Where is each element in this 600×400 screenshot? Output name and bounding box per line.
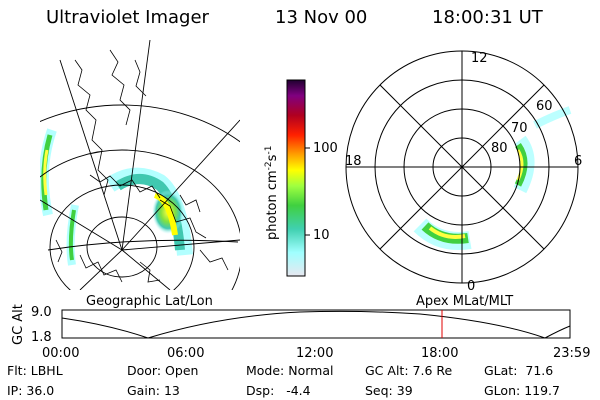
colorbar-tick-100: 100 xyxy=(313,141,338,156)
ip-field: IP: 36.0 xyxy=(7,383,55,398)
colorbar-tick-10: 10 xyxy=(313,228,330,243)
door-field: Door: Open xyxy=(127,363,199,378)
colorbar: 100 10 photon cm-2s-1 xyxy=(264,79,338,277)
polar-grid xyxy=(345,50,579,284)
alt-xtick-3: 18:00 xyxy=(421,346,458,361)
alt-ytick-min: 1.8 xyxy=(31,330,52,345)
polar-label-6: 6 xyxy=(574,154,582,169)
alt-xtick-1: 06:00 xyxy=(167,346,204,361)
altitude-strip: GC Alt 9.0 1.8 00:00 06:00 12:00 18:00 2… xyxy=(11,304,590,361)
alt-xtick-0: 00:00 xyxy=(42,346,79,361)
alt-curve xyxy=(61,310,571,339)
polar-label-12: 12 xyxy=(471,51,488,66)
mode-field: Mode: Normal xyxy=(246,363,334,378)
flt-field: Flt: LBHL xyxy=(7,363,63,378)
polar-label-18: 18 xyxy=(345,154,362,169)
mag-plot-label: Apex MLat/MLT xyxy=(416,294,513,309)
gain-field: Gain: 13 xyxy=(127,383,180,398)
geo-plot-label: Geographic Lat/Lon xyxy=(86,294,213,309)
dsp-field: Dsp: -4.4 xyxy=(246,383,311,398)
polar-aurora xyxy=(413,106,572,250)
image-time: 18:00:31 UT xyxy=(432,7,543,28)
alt-xtick-2: 12:00 xyxy=(296,346,333,361)
geo-grid xyxy=(40,40,240,290)
alt-ytick-max: 9.0 xyxy=(31,305,52,320)
geo-coastlines xyxy=(55,49,229,283)
image-title: Ultraviolet Imager xyxy=(46,7,209,28)
polar-lat-70: 70 xyxy=(511,121,528,136)
polar-label-0: 0 xyxy=(467,279,475,294)
colorbar-label: photon cm-2s-1 xyxy=(264,146,280,240)
geographic-map xyxy=(40,40,240,290)
alt-ylabel: GC Alt xyxy=(11,304,26,345)
alt-xtick-4: 23:59 xyxy=(553,346,590,361)
polar-lat-80: 80 xyxy=(491,141,508,156)
polar-lat-60: 60 xyxy=(536,99,553,114)
gcalt-field: GC Alt: 7.6 Re xyxy=(365,363,453,378)
seq-field: Seq: 39 xyxy=(365,383,413,398)
polar-plot: 12 18 6 0 60 70 80 xyxy=(345,50,582,294)
image-date: 13 Nov 00 xyxy=(275,7,368,28)
glon-field: GLon: 119.7 xyxy=(484,383,560,398)
glat-field: GLat: 71.6 xyxy=(484,363,554,378)
